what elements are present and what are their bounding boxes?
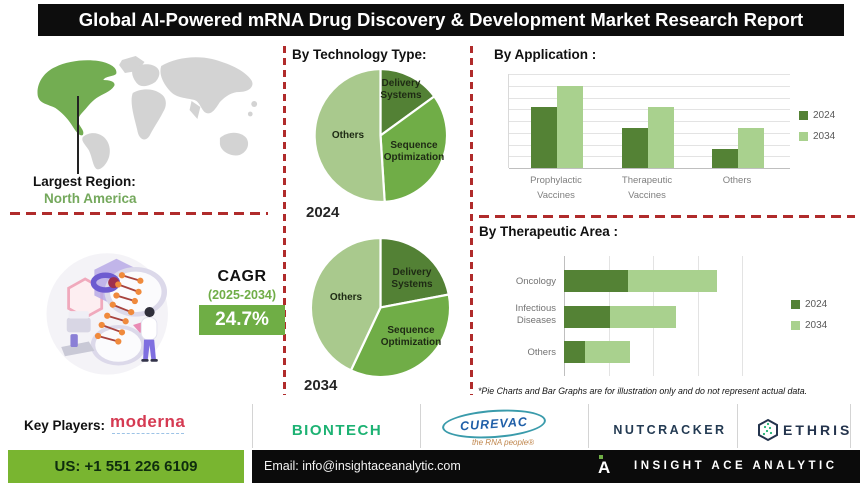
dna-research-illustration (46, 253, 168, 375)
legend-label: 2034 (805, 320, 828, 331)
contact-bar: Email: info@insightaceanalytic.com A INS… (252, 450, 860, 483)
report-title: Global AI-Powered mRNA Drug Discovery & … (38, 4, 844, 36)
legend-item-2034: 2034 (791, 320, 827, 331)
category-label-infectious-diseases: Infectious Diseases (515, 303, 556, 327)
moderna-logo-underline (112, 433, 184, 434)
legend-item-2024: 2024 (799, 110, 835, 121)
pie-slice-label-delivery-systems: Delivery Systems (391, 267, 433, 290)
legend-label: 2034 (813, 131, 836, 142)
therapeutic-plot (564, 256, 743, 376)
bar-2024-0 (531, 106, 557, 168)
legend-label: 2024 (805, 299, 828, 310)
category-label: Others (722, 175, 752, 186)
bar-2034-2 (585, 341, 630, 363)
gridline (509, 97, 790, 99)
cagr-value-badge: 24.7% (199, 305, 285, 335)
legend-swatch (791, 321, 800, 330)
curevac-tagline: the RNA people® (471, 438, 535, 447)
player-divider (588, 404, 589, 448)
gridline (509, 74, 790, 75)
legend-label: 2024 (813, 110, 836, 121)
largest-region-label: Largest Region: (33, 174, 136, 189)
curevac-logo: CUREVAC the RNA people® (434, 406, 554, 447)
gridline (742, 256, 743, 376)
technology-section-heading: By Technology Type: (292, 47, 427, 62)
application-legend: 2024 2034 (799, 110, 835, 152)
email-contact: Email: info@insightaceanalytic.com (264, 459, 461, 473)
therapeutic-legend: 2024 2034 (791, 299, 827, 341)
cagr-period: (2025-2034) (207, 288, 277, 302)
cagr-label: CAGR (217, 268, 267, 285)
gridline (509, 168, 790, 169)
application-plot (508, 74, 790, 169)
brand-wordmark: INSIGHT ACE ANALYTIC (634, 460, 838, 472)
legend-item-2024: 2024 (791, 299, 827, 310)
biontech-logo: BIONTECH (291, 422, 383, 439)
player-divider (252, 404, 253, 448)
bar-2034-2 (738, 127, 764, 168)
phone-contact: US: +1 551 226 6109 (8, 450, 244, 483)
bar-2024-0 (564, 270, 629, 292)
bar-2024-1 (622, 127, 648, 168)
logo-green-dot (599, 455, 603, 459)
category-label: Prophylactic Vaccines (530, 175, 582, 201)
nutcracker-logo: NUTCRACKER (613, 423, 727, 437)
bar-2034-1 (610, 306, 677, 328)
bar-2024-2 (564, 341, 586, 363)
legend-item-2034: 2034 (799, 131, 835, 142)
therapeutic-section-heading: By Therapeutic Area : (479, 224, 619, 239)
world-map-icon (37, 56, 258, 170)
gridline (697, 256, 699, 376)
pie-slice-label-delivery-systems: Delivery Systems (380, 78, 422, 101)
legend-swatch (799, 132, 808, 141)
bar-2024-1 (564, 306, 611, 328)
bar-2034-0 (628, 270, 718, 292)
pie-slice-label-sequence-optimization: Sequence Optimization (383, 140, 445, 163)
pie-slice-label-sequence-optimization: Sequence Optimization (380, 325, 442, 348)
pie-year-label-2024: 2024 (306, 204, 340, 221)
pie-year-label-2034: 2034 (304, 377, 338, 394)
player-divider (420, 404, 421, 448)
divider-horizontal-right (479, 215, 855, 218)
bar-2024-2 (712, 149, 738, 168)
ethris-hexagon-icon (758, 418, 778, 442)
pie-chart-2024 (312, 67, 449, 209)
key-players-label: Key Players: (24, 418, 106, 433)
divider-vertical-right (470, 46, 473, 395)
pie-slice-label-others: Others (329, 292, 363, 304)
curevac-oval: CUREVAC (441, 406, 547, 442)
region-callout-line (77, 96, 79, 174)
category-label: Therapeutic Vaccines (621, 175, 673, 201)
gridline (509, 85, 790, 87)
legend-swatch (791, 300, 800, 309)
insight-ace-logo-icon: A (596, 454, 616, 480)
divider-horizontal-left (10, 212, 268, 215)
moderna-logo: moderna (110, 412, 186, 431)
ethris-wordmark: ETHRIS (783, 422, 853, 438)
category-label-others: Others (527, 347, 556, 358)
divider-vertical-left (283, 46, 286, 395)
bar-2034-1 (648, 106, 674, 168)
pie-slice-label-others: Others (331, 130, 365, 142)
player-divider (737, 404, 738, 448)
player-divider (850, 404, 851, 448)
pie-chart-2034 (309, 236, 452, 384)
application-category-labels: Prophylactic Vaccines Therapeutic Vaccine… (508, 174, 790, 208)
legend-swatch (799, 111, 808, 120)
bar-2034-0 (557, 86, 583, 168)
application-section-heading: By Application : (494, 47, 597, 62)
ethris-logo: ETHRIS (757, 418, 852, 442)
disclaimer-note: *Pie Charts and Bar Graphs are for illus… (478, 386, 808, 396)
largest-region-value: North America (44, 191, 137, 206)
category-label-oncology: Oncology (515, 276, 556, 287)
logo-a-glyph: A (598, 458, 611, 477)
